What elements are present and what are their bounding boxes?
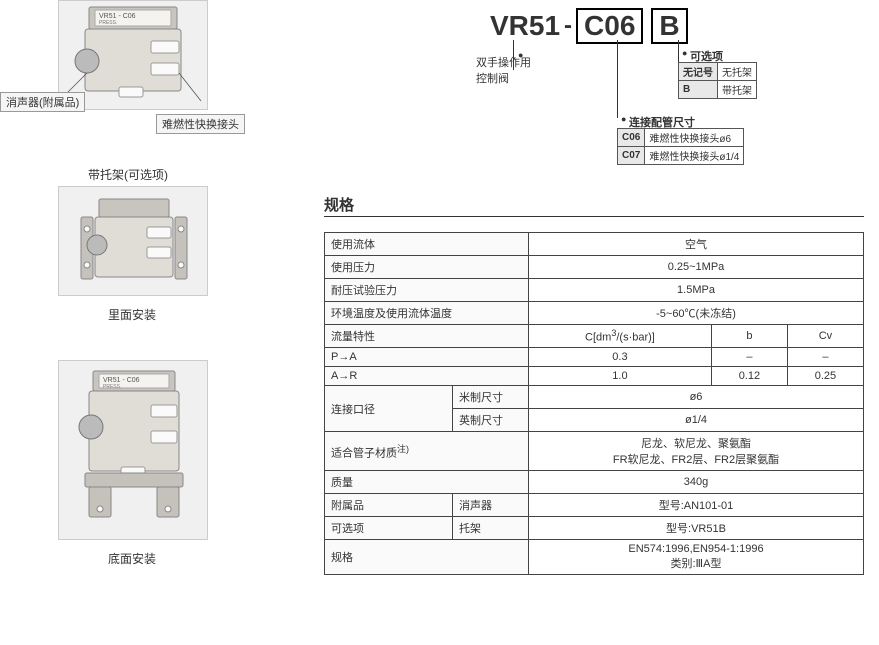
callout-fitting: 难燃性快换接头 — [156, 114, 245, 134]
connect-table: C06难燃性快换接头ø6 C07难燃性快换接头ø1/4 — [617, 128, 744, 165]
pn-seg1: C06 — [576, 8, 643, 44]
bullet-icon: ● — [682, 48, 687, 58]
tube-label-cell: 适合管子材质注) — [325, 432, 529, 471]
table-row: 使用流体空气 — [325, 233, 864, 256]
table-row: 质量340g — [325, 471, 864, 494]
svg-text:PRESS.: PRESS. — [99, 20, 117, 26]
spec-title-underline — [324, 216, 864, 217]
table-row: 连接口径 米制尺寸 ø6 — [325, 386, 864, 409]
bullet-icon: ● — [518, 50, 523, 60]
bullet-icon: ● — [621, 114, 626, 124]
table-row: A→R 1.0 0.12 0.25 — [325, 367, 864, 386]
callout-silencer: 消声器(附属品) — [0, 92, 85, 112]
table-row: 环境温度及使用流体温度-5~60℃(未冻结) — [325, 302, 864, 325]
table-row: 规格 EN574:1996,EN954-1:1996 类别:ⅢA型 — [325, 540, 864, 575]
table-row: 流量特性 C[dm3/(s·bar)] b Cv — [325, 325, 864, 348]
pn-seg2: B — [651, 8, 687, 44]
table-row: 耐压试验压力1.5MPa — [325, 279, 864, 302]
pn-dash: - — [562, 12, 574, 40]
product-image-bracket-bottom: VR51 - C06 PRESS. — [58, 360, 208, 540]
part-number: VR51 - C06 B — [490, 8, 688, 44]
caption-rear-mount: 里面安装 — [108, 306, 156, 323]
anno-line-option — [678, 40, 679, 64]
flow-header-c: C[dm3/(s·bar)] — [529, 325, 712, 348]
anno-line-connect — [617, 40, 618, 118]
spec-table: 使用流体空气 使用压力0.25~1MPa 耐压试验压力1.5MPa 环境温度及使… — [324, 232, 864, 575]
table-row: 适合管子材质注) 尼龙、软尼龙、聚氨酯 FR软尼龙、FR2层、FR2层聚氨酯 — [325, 432, 864, 471]
table-row: 附属品 消声器 型号:AN101-01 — [325, 494, 864, 517]
device-model-text: VR51 - C06 — [99, 13, 136, 20]
option-table: 无记号无托架 B带托架 — [678, 62, 757, 99]
table-row: P→A 0.3 – – — [325, 348, 864, 367]
table-row: 使用压力0.25~1MPa — [325, 256, 864, 279]
spec-title: 规格 — [324, 194, 354, 215]
product-image-bracket-rear — [58, 186, 208, 296]
svg-text:VR51 - C06: VR51 - C06 — [103, 377, 140, 384]
svg-text:PRESS.: PRESS. — [103, 384, 121, 390]
pn-base: VR51 — [490, 12, 560, 40]
caption-bracket-option: 带托架(可选项) — [88, 166, 168, 183]
table-row: 可选项 托架 型号:VR51B — [325, 517, 864, 540]
caption-bottom-mount: 底面安装 — [108, 550, 156, 567]
